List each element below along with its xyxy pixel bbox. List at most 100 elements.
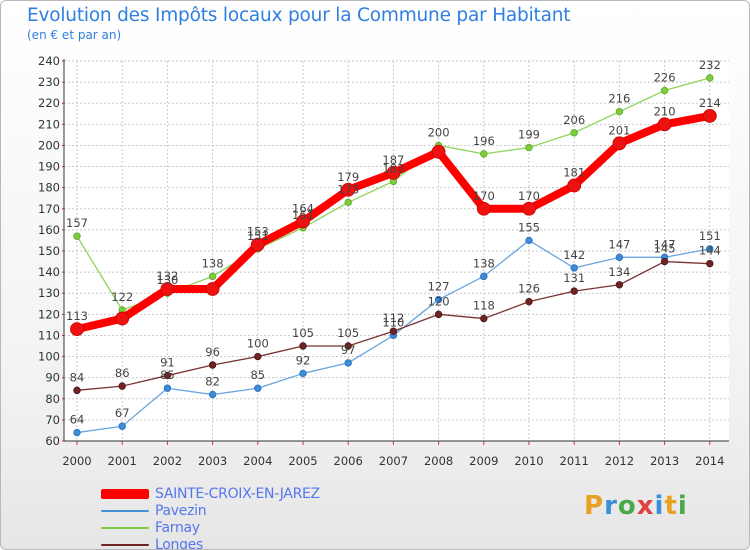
data-label-pavezin: 147 [654, 237, 676, 251]
x-tick-label: 2011 [560, 454, 589, 468]
data-point-sainte-croix [115, 311, 130, 326]
data-point-sainte-croix [386, 165, 401, 180]
data-point-pavezin [615, 253, 624, 262]
data-label-longes: 84 [70, 370, 85, 384]
data-label-farnay: 173 [337, 182, 359, 196]
data-point-pavezin [254, 384, 262, 392]
x-tick-label: 2009 [469, 454, 498, 468]
y-tick-label: 60 [45, 434, 60, 448]
data-label-longes: 118 [473, 299, 495, 313]
data-label-pavezin: 82 [205, 375, 220, 389]
data-label-farnay: 199 [518, 128, 540, 142]
legend-label-longes: Longes [155, 536, 203, 550]
data-label-sainte-croix: 113 [66, 309, 88, 323]
data-label-pavezin: 64 [70, 413, 85, 427]
y-tick-label: 220 [38, 96, 60, 110]
x-tick-label: 2012 [605, 454, 634, 468]
data-point-farnay [706, 74, 714, 82]
data-point-pavezin [299, 369, 307, 378]
data-point-farnay [570, 129, 578, 137]
data-point-sainte-croix [702, 108, 717, 123]
data-point-longes [480, 314, 488, 323]
x-tick-label: 2010 [514, 454, 543, 468]
legend-item-sainte-croix[interactable]: SAINTE-CROIX-EN-JAREZ [101, 485, 320, 502]
data-point-sainte-croix [476, 201, 491, 216]
proxiti-logo: Proxiti [584, 491, 688, 521]
data-label-sainte-croix: 179 [337, 170, 359, 184]
data-label-farnay: 138 [202, 256, 224, 270]
data-label-longes: 112 [382, 311, 404, 325]
data-point-longes [706, 259, 714, 268]
data-label-farnay: 232 [699, 58, 721, 72]
logo-letter: r [604, 491, 618, 521]
y-tick-label: 190 [38, 160, 60, 174]
data-label-farnay: 216 [608, 92, 630, 106]
x-tick-label: 2005 [288, 454, 317, 468]
data-point-sainte-croix [160, 282, 175, 296]
chart-subtitle: (en € et par an) [27, 28, 122, 42]
data-point-longes [389, 327, 398, 335]
data-label-sainte-croix: 187 [382, 153, 404, 167]
y-tick-label: 120 [38, 307, 60, 321]
data-point-sainte-croix [70, 322, 84, 337]
data-point-longes [208, 361, 217, 369]
data-point-sainte-croix [296, 214, 310, 229]
legend-label-sainte-croix: SAINTE-CROIX-EN-JAREZ [155, 485, 320, 502]
data-label-pavezin: 85 [160, 368, 175, 382]
data-label-farnay: 157 [66, 216, 88, 230]
y-tick-label: 170 [38, 202, 60, 216]
data-point-longes [163, 371, 172, 380]
y-tick-label: 70 [45, 413, 60, 427]
data-label-sainte-croix: 210 [654, 104, 676, 118]
legend-swatch-farnay [101, 526, 149, 529]
data-point-sainte-croix [431, 144, 446, 159]
data-label-longes: 86 [115, 366, 130, 380]
data-label-longes: 134 [608, 265, 630, 279]
data-label-longes: 91 [160, 356, 175, 370]
data-point-farnay [480, 150, 488, 158]
chart-title: Evolution des Impôts locaux pour la Comm… [27, 5, 571, 26]
legend-swatch-longes [101, 543, 149, 546]
data-point-pavezin [118, 422, 126, 430]
legend-item-farnay[interactable]: Farnay [101, 519, 320, 536]
data-label-longes: 120 [428, 294, 450, 308]
data-point-pavezin [73, 428, 81, 437]
y-tick-label: 90 [45, 371, 60, 385]
data-point-pavezin [570, 264, 578, 272]
legend-swatch-sainte-croix [101, 488, 149, 499]
legend-label-farnay: Farnay [155, 519, 200, 536]
data-label-sainte-croix: 214 [699, 96, 721, 110]
data-label-pavezin: 142 [563, 248, 585, 262]
y-tick-label: 140 [38, 265, 60, 279]
data-label-longes: 126 [518, 282, 540, 296]
x-tick-label: 2001 [108, 454, 137, 468]
data-label-farnay: 206 [563, 113, 585, 127]
y-tick-label: 80 [45, 392, 60, 406]
data-label-pavezin: 127 [428, 280, 450, 294]
data-point-longes [344, 342, 352, 350]
x-tick-label: 2014 [695, 454, 724, 468]
x-tick-label: 2013 [650, 454, 679, 468]
y-tick-label: 200 [38, 138, 60, 152]
data-label-sainte-croix: 170 [473, 189, 495, 203]
data-label-sainte-croix: 153 [247, 225, 269, 239]
data-point-longes [570, 287, 578, 295]
data-point-longes [434, 310, 443, 319]
data-label-sainte-croix: 164 [292, 201, 314, 215]
data-label-farnay: 151 [247, 229, 269, 243]
legend-item-pavezin[interactable]: Pavezin [101, 502, 320, 519]
y-tick-label: 240 [38, 54, 60, 68]
legend-item-longes[interactable]: Longes [101, 536, 320, 550]
y-tick-label: 160 [38, 223, 60, 237]
data-label-pavezin: 85 [250, 368, 265, 382]
data-label-longes: 144 [699, 244, 721, 258]
x-tick-label: 2000 [62, 454, 91, 468]
data-point-longes [615, 281, 624, 289]
logo-letter: x [636, 491, 655, 521]
y-tick-label: 150 [38, 244, 60, 258]
data-point-sainte-croix [567, 178, 582, 193]
y-tick-label: 110 [38, 328, 60, 342]
logo-letter: o [617, 491, 637, 521]
data-point-sainte-croix [341, 182, 356, 197]
